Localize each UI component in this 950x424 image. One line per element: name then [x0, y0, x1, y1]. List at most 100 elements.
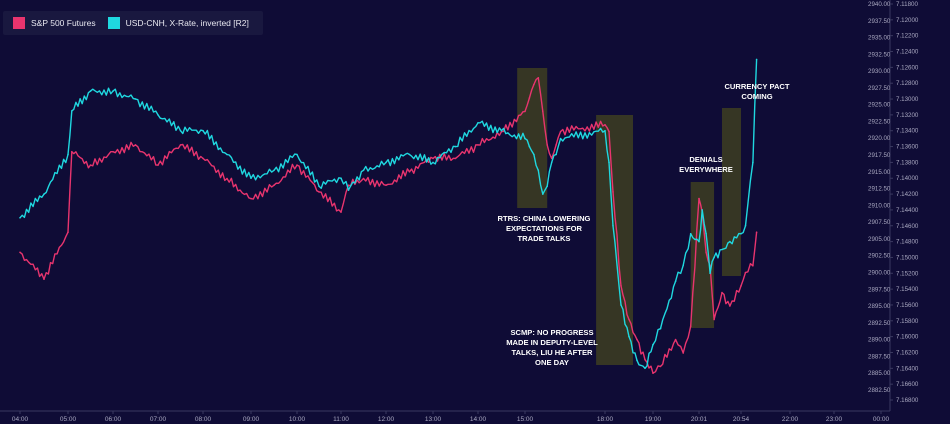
highlight-window [517, 68, 548, 208]
data-point-sp500 [674, 338, 677, 341]
data-point-sp500 [555, 144, 557, 146]
data-point-sp500 [729, 305, 731, 307]
x-tick-label: 22:00 [782, 416, 799, 423]
right-scale-tick-label: 7.13400 [896, 128, 919, 135]
legend-label-usdcnh: USD-CNH, X-Rate, inverted [R2] [125, 18, 249, 28]
data-point-usdcnh [612, 225, 614, 227]
right-scale-ticks: 7.11800 7.12000 7.12200 7.12400 7.12600 7.128… [890, 1, 919, 404]
data-point-sp500 [608, 130, 610, 133]
legend-swatch-usdcnh [107, 17, 120, 29]
highlight-window [690, 182, 715, 328]
data-point-sp500 [636, 338, 638, 341]
right-scale-tick-label: 7.13200 [896, 112, 919, 119]
data-point-usdcnh [559, 137, 562, 140]
data-point-usdcnh [644, 367, 646, 370]
right-scale-tick-label: 7.13800 [896, 159, 919, 166]
data-point-usdcnh [744, 225, 747, 227]
x-axis-ticks: 04:00 05:00 06:00 07:00 08:00 09:00 10:00 11:00… [12, 411, 890, 423]
left-scale-tick-label: 2890.00 [868, 337, 891, 344]
data-point-sp500 [524, 110, 526, 113]
data-point-usdcnh [524, 137, 526, 140]
data-point-usdcnh [755, 58, 758, 61]
data-point-usdcnh [347, 189, 350, 191]
x-tick-label: 06:00 [105, 416, 122, 423]
data-point-sp500 [250, 197, 252, 200]
x-tick-label: 15:00 [517, 416, 534, 423]
data-point-usdcnh [713, 256, 715, 259]
data-point-sp500 [612, 191, 614, 193]
data-point-sp500 [318, 191, 320, 193]
data-point-sp500 [408, 171, 411, 173]
data-point-usdcnh [752, 161, 754, 164]
right-scale-tick-label: 7.12000 [896, 17, 919, 24]
data-point-usdcnh [89, 90, 92, 92]
right-scale-tick-label: 7.14800 [896, 239, 919, 246]
data-point-usdcnh [477, 122, 479, 124]
x-tick-label: 14:00 [470, 416, 487, 423]
data-point-usdcnh [362, 169, 365, 172]
data-point-usdcnh [250, 177, 252, 179]
data-point-usdcnh [533, 153, 535, 156]
data-point-usdcnh [652, 343, 654, 346]
left-scale-ticks: 2882.50 2885.00 2887.50 2890.00 2892.50 2895.… [868, 1, 891, 394]
data-point-usdcnh [408, 153, 411, 156]
data-point-sp500 [682, 352, 684, 354]
data-point-usdcnh [432, 161, 434, 164]
left-scale-tick-label: 2925.00 [868, 102, 891, 109]
x-tick-label: 07:00 [150, 416, 167, 423]
x-tick-label: 12:00 [378, 416, 395, 423]
data-point-usdcnh [43, 193, 45, 195]
data-point-sp500 [628, 318, 630, 321]
right-scale-tick-label: 7.16400 [896, 365, 919, 372]
data-point-sp500 [644, 358, 646, 361]
data-point-usdcnh [67, 153, 69, 156]
right-scale-tick-label: 7.15800 [896, 318, 919, 325]
left-scale-tick-label: 2920.00 [868, 135, 891, 142]
data-point-sp500 [71, 150, 73, 153]
series-layer [19, 58, 758, 375]
data-point-usdcnh [134, 98, 137, 100]
data-point-usdcnh [721, 248, 723, 251]
data-point-usdcnh [698, 240, 700, 243]
data-point-usdcnh [226, 153, 228, 156]
data-point-sp500 [19, 251, 21, 254]
data-point-usdcnh [528, 145, 531, 148]
left-scale-tick-label: 2882.50 [868, 387, 891, 394]
left-scale-tick-label: 2887.50 [868, 353, 891, 360]
left-scale-tick-label: 2932.50 [868, 51, 891, 58]
data-point-usdcnh [620, 304, 622, 306]
data-point-usdcnh [157, 114, 159, 116]
right-scale-tick-label: 7.13600 [896, 144, 919, 151]
data-point-usdcnh [500, 129, 503, 132]
data-point-sp500 [721, 291, 723, 294]
x-tick-label: 20:54 [733, 416, 750, 423]
data-point-usdcnh [112, 90, 114, 92]
left-scale-tick-label: 2935.00 [868, 35, 891, 42]
data-point-sp500 [273, 184, 275, 186]
data-point-usdcnh [604, 129, 606, 132]
data-point-usdcnh [636, 359, 638, 362]
x-tick-label: 04:00 [12, 416, 29, 423]
data-point-usdcnh [550, 161, 553, 164]
data-point-usdcnh [608, 161, 610, 164]
right-scale-tick-label: 7.15600 [896, 302, 919, 309]
data-point-usdcnh [701, 209, 703, 211]
x-tick-label: 19:00 [645, 416, 662, 423]
data-point-sp500 [744, 271, 747, 274]
right-scale-tick-label: 7.16600 [896, 381, 919, 388]
data-point-sp500 [559, 130, 562, 133]
left-scale-tick-label: 2940.00 [868, 1, 891, 8]
data-point-sp500 [542, 110, 544, 113]
data-point-sp500 [432, 157, 434, 160]
data-point-sp500 [67, 231, 69, 233]
data-point-usdcnh [542, 193, 544, 195]
left-scale-tick-label: 2902.50 [868, 253, 891, 260]
data-point-sp500 [43, 278, 45, 281]
data-point-sp500 [528, 97, 531, 99]
right-scale-tick-label: 7.14600 [896, 223, 919, 230]
data-point-usdcnh [740, 232, 742, 235]
annotation-denials: DENIALS EVERYWHERE [679, 155, 733, 174]
data-point-usdcnh [659, 327, 662, 330]
x-tick-label: 08:00 [195, 416, 212, 423]
